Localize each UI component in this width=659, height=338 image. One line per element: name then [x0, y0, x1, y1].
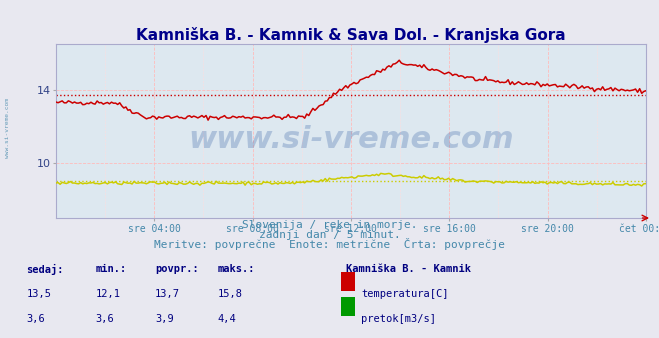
Text: min.:: min.:	[96, 264, 127, 274]
Text: Meritve: povprečne  Enote: metrične  Črta: povprečje: Meritve: povprečne Enote: metrične Črta:…	[154, 238, 505, 250]
Text: 12,1: 12,1	[96, 289, 121, 299]
Text: Slovenija / reke in morje.: Slovenija / reke in morje.	[242, 220, 417, 230]
Text: pretok[m3/s]: pretok[m3/s]	[361, 314, 436, 324]
Text: Kamniška B. - Kamnik: Kamniška B. - Kamnik	[346, 264, 471, 274]
Text: www.si-vreme.com: www.si-vreme.com	[5, 98, 11, 159]
Text: 15,8: 15,8	[217, 289, 243, 299]
Text: 3,6: 3,6	[96, 314, 114, 324]
Text: povpr.:: povpr.:	[155, 264, 198, 274]
Text: 13,5: 13,5	[26, 289, 51, 299]
Title: Kamniška B. - Kamnik & Sava Dol. - Kranjska Gora: Kamniška B. - Kamnik & Sava Dol. - Kranj…	[136, 27, 565, 43]
Text: zadnji dan / 5 minut.: zadnji dan / 5 minut.	[258, 230, 401, 240]
Text: temperatura[C]: temperatura[C]	[361, 289, 449, 299]
Text: 13,7: 13,7	[155, 289, 180, 299]
Text: sedaj:: sedaj:	[26, 264, 64, 275]
Text: 4,4: 4,4	[217, 314, 236, 324]
Text: 3,6: 3,6	[26, 314, 45, 324]
Text: maks.:: maks.:	[217, 264, 255, 274]
Text: www.si-vreme.com: www.si-vreme.com	[188, 125, 514, 154]
Text: 3,9: 3,9	[155, 314, 173, 324]
